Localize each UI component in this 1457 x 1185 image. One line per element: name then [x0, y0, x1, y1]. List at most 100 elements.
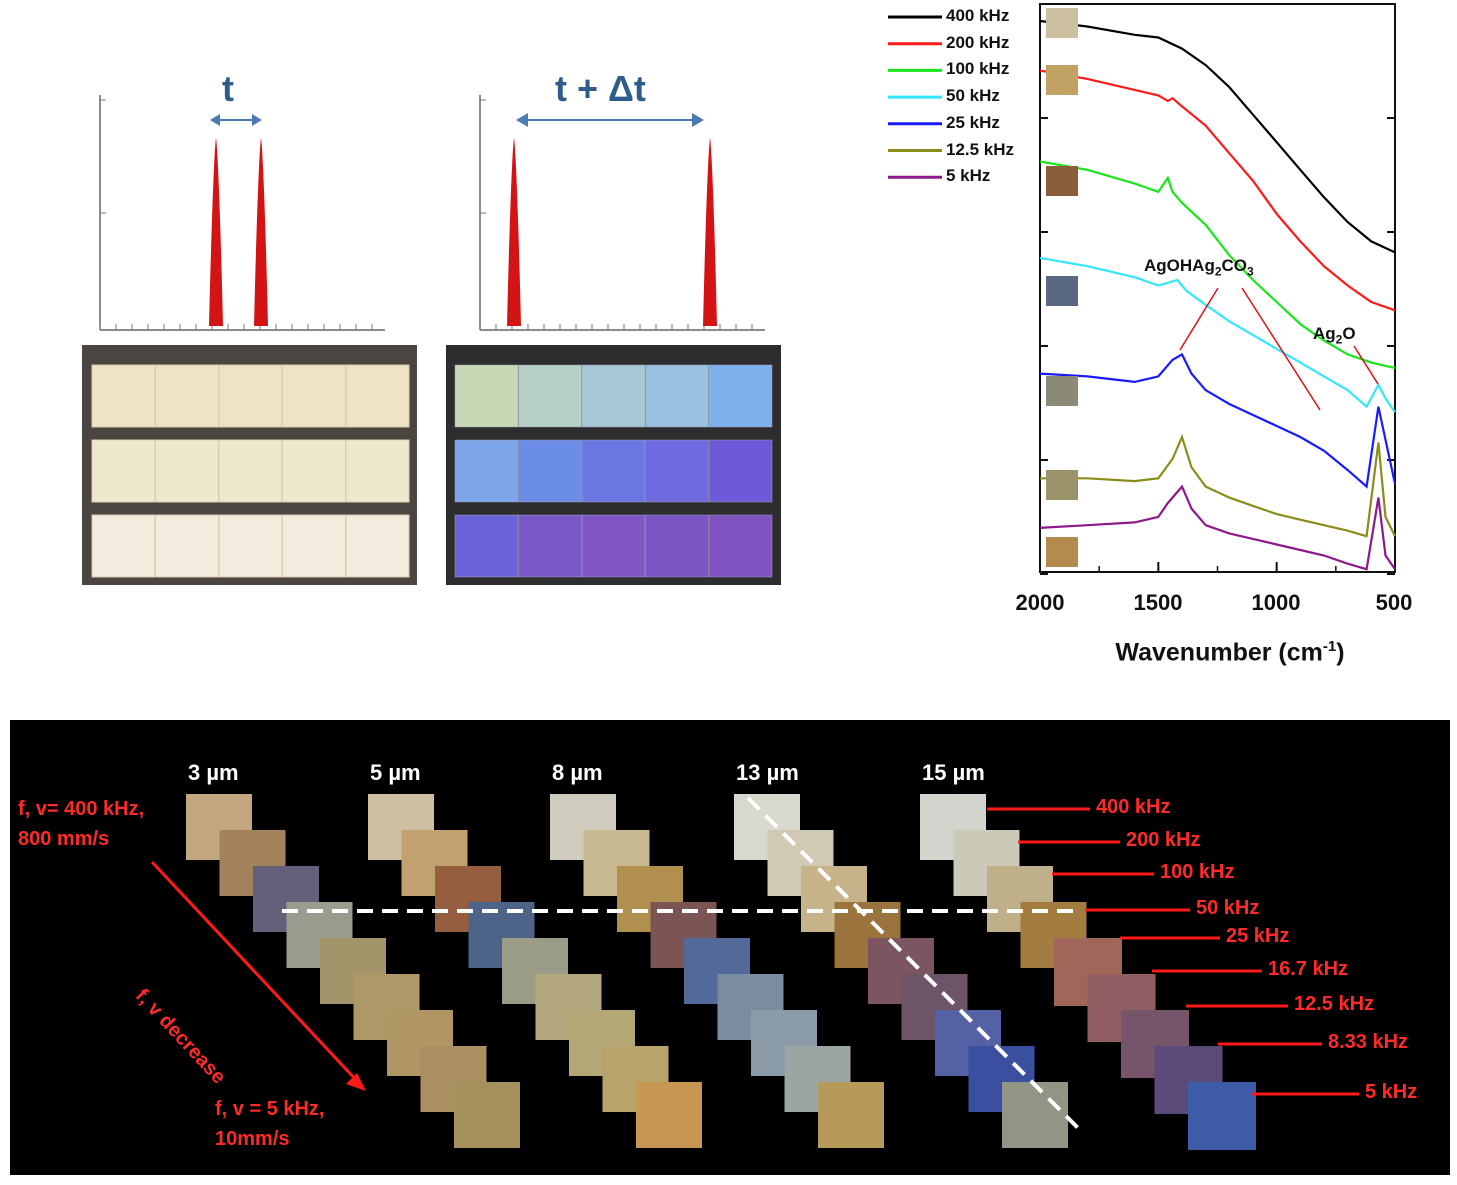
right-photo-patch — [708, 514, 773, 578]
left-photo-patch — [282, 439, 346, 503]
annot1-part-a: AgOHAg — [1144, 256, 1215, 275]
annot1-part-b: CO — [1221, 256, 1248, 275]
left-photo-patch — [91, 364, 156, 428]
freq-label-6: 12.5 kHz — [1294, 993, 1375, 1015]
x-tick-1000: 1000 — [1251, 590, 1301, 615]
annot1-sub-b: 3 — [1247, 264, 1254, 279]
legend-label-5: 12.5 kHz — [946, 139, 1015, 159]
series-line-6 — [1039, 484, 1396, 571]
right-photo-patch — [708, 364, 773, 428]
right-photo-patch — [645, 439, 709, 503]
sample-swatch-5 — [1046, 470, 1078, 500]
right-photo-rows — [454, 364, 773, 578]
legend-label-3: 50 kHz — [946, 86, 1000, 106]
start-condition-line2: 800 mm/s — [18, 828, 110, 850]
right-photo-patch — [581, 439, 646, 503]
freq-label-5: 16.7 kHz — [1268, 958, 1349, 980]
series-line-1 — [1039, 69, 1396, 312]
legend-label-6: 5 kHz — [946, 166, 991, 186]
grid-swatch-c4-r8 — [1188, 1082, 1256, 1150]
legend-label-1: 200 kHz — [946, 32, 1010, 52]
annot-pointer-1 — [1179, 287, 1219, 351]
left-photo-patch — [155, 439, 219, 503]
left-photo-patch — [155, 364, 219, 428]
x-axis-title-sup: -1 — [1322, 638, 1337, 655]
series-line-2 — [1039, 160, 1396, 370]
thickness-label-4: 15 µm — [922, 760, 985, 785]
right-photo-patch — [518, 364, 582, 428]
annot-pointer-2 — [1241, 287, 1321, 411]
thickness-label-0: 3 µm — [188, 760, 239, 785]
annot1-sub-a: 2 — [1214, 264, 1222, 279]
t-label: t — [222, 68, 234, 109]
dt-arrow-head-left — [516, 113, 528, 127]
left-photo-patch — [218, 514, 283, 578]
pulse-ticks — [99, 99, 753, 330]
legend-label-2: 100 kHz — [946, 59, 1010, 79]
decrease-arrow-line — [150, 860, 360, 1084]
grid-swatch-c0-r8 — [454, 1082, 520, 1148]
end-condition-line2: 10mm/s — [215, 1128, 290, 1150]
spectra-legend-lines — [888, 15, 942, 179]
left-photo-patch — [218, 364, 283, 428]
t-plus-dt-label: t + Δt — [555, 68, 646, 109]
right-photo-patch — [454, 364, 519, 428]
grid-swatch-c3-r8 — [1002, 1082, 1068, 1148]
x-axis-title-end: ) — [1336, 638, 1345, 667]
freq-label-1: 200 kHz — [1126, 829, 1201, 851]
sample-swatch-3 — [1046, 276, 1078, 306]
freq-label-0: 400 kHz — [1096, 796, 1171, 818]
right-photo-patch — [645, 514, 709, 578]
right-photo-patch — [518, 514, 582, 578]
sample-swatch-4 — [1046, 376, 1078, 406]
left-photo-patch — [218, 439, 283, 503]
start-condition-line1: f, v= 400 kHz, — [18, 798, 145, 820]
x-tick-500: 500 — [1375, 590, 1413, 615]
freq-label-8: 5 kHz — [1365, 1081, 1418, 1103]
freq-label-4: 25 kHz — [1226, 925, 1290, 947]
thickness-label-2: 8 µm — [552, 760, 603, 785]
series-line-3 — [1039, 256, 1396, 413]
spectra-ticks — [1039, 117, 1396, 575]
spectra-lines — [1039, 19, 1397, 571]
annot2-part-a: Ag — [1313, 324, 1336, 343]
legend-label-4: 25 kHz — [946, 112, 1000, 132]
end-condition-label: f, v = 5 kHz, 10mm/s — [215, 1094, 325, 1154]
right-photo-patch — [581, 364, 646, 428]
left-photo-rows — [91, 364, 410, 578]
thickness-label-3: 13 µm — [736, 760, 799, 785]
sample-swatch-6 — [1046, 537, 1078, 567]
spectra-chart: 400 kHz 200 kHz 100 kHz 50 kHz 25 kHz 12.5 kH… — [880, 0, 1457, 680]
left-photo-patch — [345, 514, 410, 578]
left-photo-patch — [155, 514, 219, 578]
dt-arrow-head-right — [692, 113, 704, 127]
pulse-diagram — [82, 95, 781, 585]
pulse-1 — [209, 138, 223, 326]
sample-swatch-2 — [1046, 166, 1078, 196]
grid-swatches — [186, 794, 1256, 1150]
x-tick-1500: 1500 — [1133, 590, 1183, 615]
x-axis-title: Wavenumber (cm-1) — [1080, 638, 1380, 667]
x-tick-2000: 2000 — [1015, 590, 1065, 615]
left-photo-patch — [345, 364, 410, 428]
pulse-2 — [254, 138, 268, 326]
freq-label-3: 50 kHz — [1196, 897, 1260, 919]
grid-swatch-c2-r8 — [818, 1082, 884, 1148]
series-line-5 — [1040, 433, 1396, 538]
right-photo-patch — [708, 439, 773, 503]
end-condition-line1: f, v = 5 kHz, — [215, 1098, 325, 1120]
annot2-sub: 2 — [1335, 332, 1343, 347]
sample-swatch-1 — [1046, 65, 1078, 95]
pulse-4 — [703, 138, 717, 326]
t-arrow-head-right — [252, 114, 262, 126]
decrease-arrow-head — [346, 1073, 366, 1091]
x-axis-title-main: Wavenumber (cm — [1115, 638, 1323, 667]
left-photo-patch — [282, 514, 346, 578]
spectra-svg — [888, 3, 1397, 575]
agohag2co3-annotation: AgOHAg2CO3 — [1144, 256, 1254, 278]
color-grid-svg — [150, 794, 1359, 1150]
sample-swatch-0 — [1046, 8, 1078, 38]
color-grid-panel: 3 µm 5 µm 8 µm 13 µm 15 µm 400 kHz 200 kHz 100… — [10, 720, 1450, 1175]
right-photo-patch — [454, 439, 519, 503]
right-photo-patch — [518, 439, 582, 503]
